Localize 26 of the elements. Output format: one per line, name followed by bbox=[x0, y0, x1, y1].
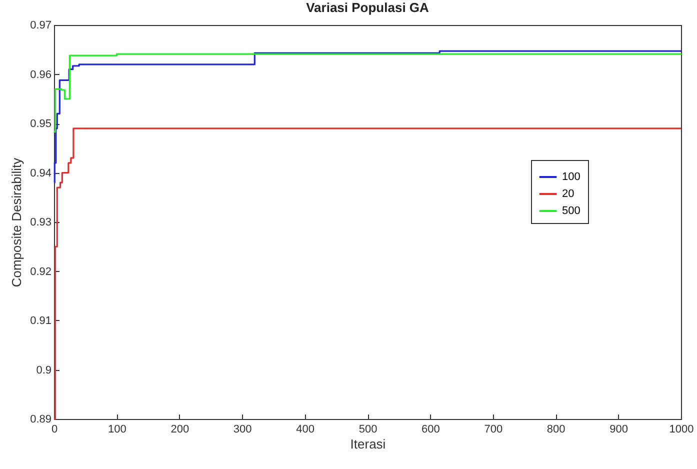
y-tick-label: 0.93 bbox=[30, 216, 52, 228]
x-tick-label: 700 bbox=[484, 424, 503, 436]
y-tick-label: 0.95 bbox=[30, 118, 52, 130]
x-tick-label: 500 bbox=[358, 424, 378, 436]
y-tick-label: 0.94 bbox=[30, 167, 52, 180]
x-tick-label: 1000 bbox=[669, 424, 694, 436]
x-tick-label: 800 bbox=[546, 424, 566, 436]
y-tick-label: 0.89 bbox=[30, 414, 52, 426]
x-tick-label: 300 bbox=[233, 424, 252, 436]
x-tick-label: 400 bbox=[296, 424, 314, 436]
y-tick-label: 0.96 bbox=[30, 68, 52, 81]
y-tick-label: 0.92 bbox=[30, 266, 52, 278]
x-tick-label: 900 bbox=[610, 424, 628, 436]
legend-label: 20 bbox=[562, 188, 574, 200]
x-axis-title: Iterasi bbox=[350, 436, 386, 452]
y-axis-title: Composite Desirability bbox=[9, 157, 24, 288]
x-tick-label: 100 bbox=[108, 424, 126, 436]
x-tick-label: 600 bbox=[422, 424, 440, 436]
legend-label: 100 bbox=[562, 171, 580, 183]
y-tick-label: 0.91 bbox=[30, 315, 52, 327]
y-tick-label: 0.97 bbox=[30, 20, 52, 32]
y-tick-label: 0.9 bbox=[36, 364, 52, 376]
legend-label: 500 bbox=[562, 205, 580, 217]
x-tick-label: 200 bbox=[170, 424, 190, 436]
chart-title: Variasi Populasi GA bbox=[306, 0, 430, 15]
x-tick-label: 0 bbox=[51, 424, 58, 436]
